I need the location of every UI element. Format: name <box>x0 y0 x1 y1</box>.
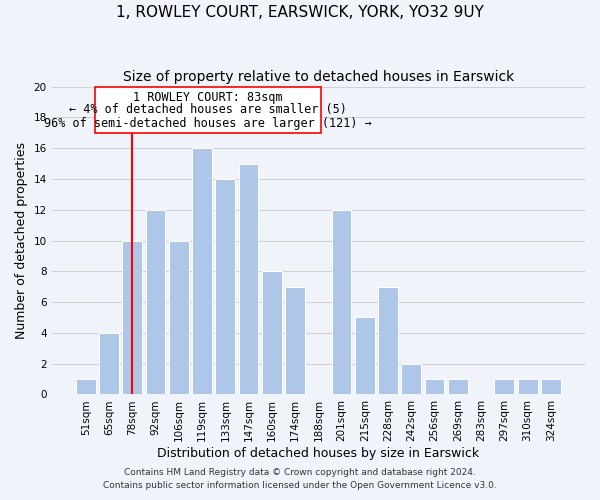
Bar <box>378 286 398 395</box>
Bar <box>76 379 95 394</box>
Bar <box>518 379 538 394</box>
Bar <box>192 148 212 394</box>
Bar <box>494 379 514 394</box>
X-axis label: Distribution of detached houses by size in Earswick: Distribution of detached houses by size … <box>157 447 479 460</box>
Bar <box>425 379 445 394</box>
Y-axis label: Number of detached properties: Number of detached properties <box>15 142 28 339</box>
Bar <box>146 210 166 394</box>
Bar <box>332 210 352 394</box>
Text: 96% of semi-detached houses are larger (121) →: 96% of semi-detached houses are larger (… <box>44 117 372 130</box>
Bar <box>169 240 188 394</box>
Text: 1 ROWLEY COURT: 83sqm: 1 ROWLEY COURT: 83sqm <box>133 91 283 104</box>
Text: Contains HM Land Registry data © Crown copyright and database right 2024.
Contai: Contains HM Land Registry data © Crown c… <box>103 468 497 490</box>
Bar <box>448 379 468 394</box>
Bar <box>239 164 259 394</box>
Bar <box>355 318 375 394</box>
Bar <box>215 179 235 394</box>
Bar <box>99 333 119 394</box>
Bar <box>262 272 282 394</box>
Text: 1, ROWLEY COURT, EARSWICK, YORK, YO32 9UY: 1, ROWLEY COURT, EARSWICK, YORK, YO32 9U… <box>116 5 484 20</box>
FancyBboxPatch shape <box>95 86 320 132</box>
Bar <box>401 364 421 394</box>
Text: ← 4% of detached houses are smaller (5): ← 4% of detached houses are smaller (5) <box>69 103 347 116</box>
Title: Size of property relative to detached houses in Earswick: Size of property relative to detached ho… <box>123 70 514 84</box>
Bar <box>285 286 305 395</box>
Bar <box>122 240 142 394</box>
Bar <box>541 379 561 394</box>
